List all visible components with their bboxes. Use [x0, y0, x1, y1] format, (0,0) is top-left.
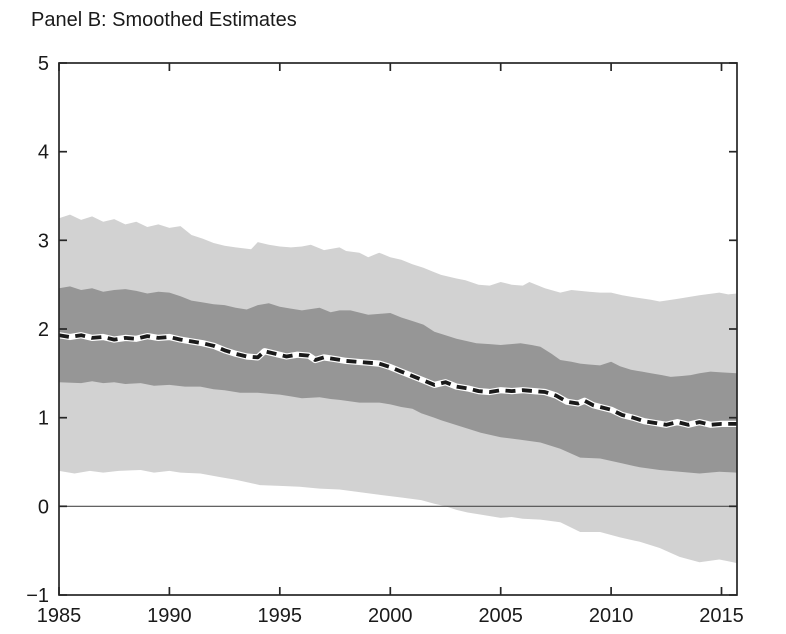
x-tick-label: 1990	[147, 605, 192, 627]
y-axis-ticks	[59, 62, 737, 596]
x-tick-label: 2000	[368, 605, 413, 627]
y-axis-labels: −1 0 1 2 3 4 5	[26, 53, 49, 607]
y-tick-label: 2	[38, 319, 49, 341]
plot-area	[59, 214, 737, 564]
median-line	[59, 333, 737, 427]
confidence-band-inner	[59, 286, 737, 474]
y-tick-label: 4	[38, 142, 49, 164]
x-tick-label: 2015	[699, 605, 744, 627]
x-tick-label: 1995	[258, 605, 303, 627]
x-tick-label: 2005	[478, 605, 523, 627]
y-tick-label: 5	[38, 53, 49, 75]
y-tick-label: 1	[38, 408, 49, 430]
x-tick-label: 1985	[37, 605, 82, 627]
x-tick-label: 2010	[589, 605, 634, 627]
x-axis-ticks	[58, 63, 723, 595]
y-tick-label: −1	[26, 585, 49, 607]
y-tick-label: 3	[38, 230, 49, 252]
y-tick-label: 0	[38, 496, 49, 518]
chart-title: Panel B: Smoothed Estimates	[31, 9, 297, 31]
x-axis-labels: 1985 1990 1995 2000 2005 2010 2015	[37, 605, 744, 627]
